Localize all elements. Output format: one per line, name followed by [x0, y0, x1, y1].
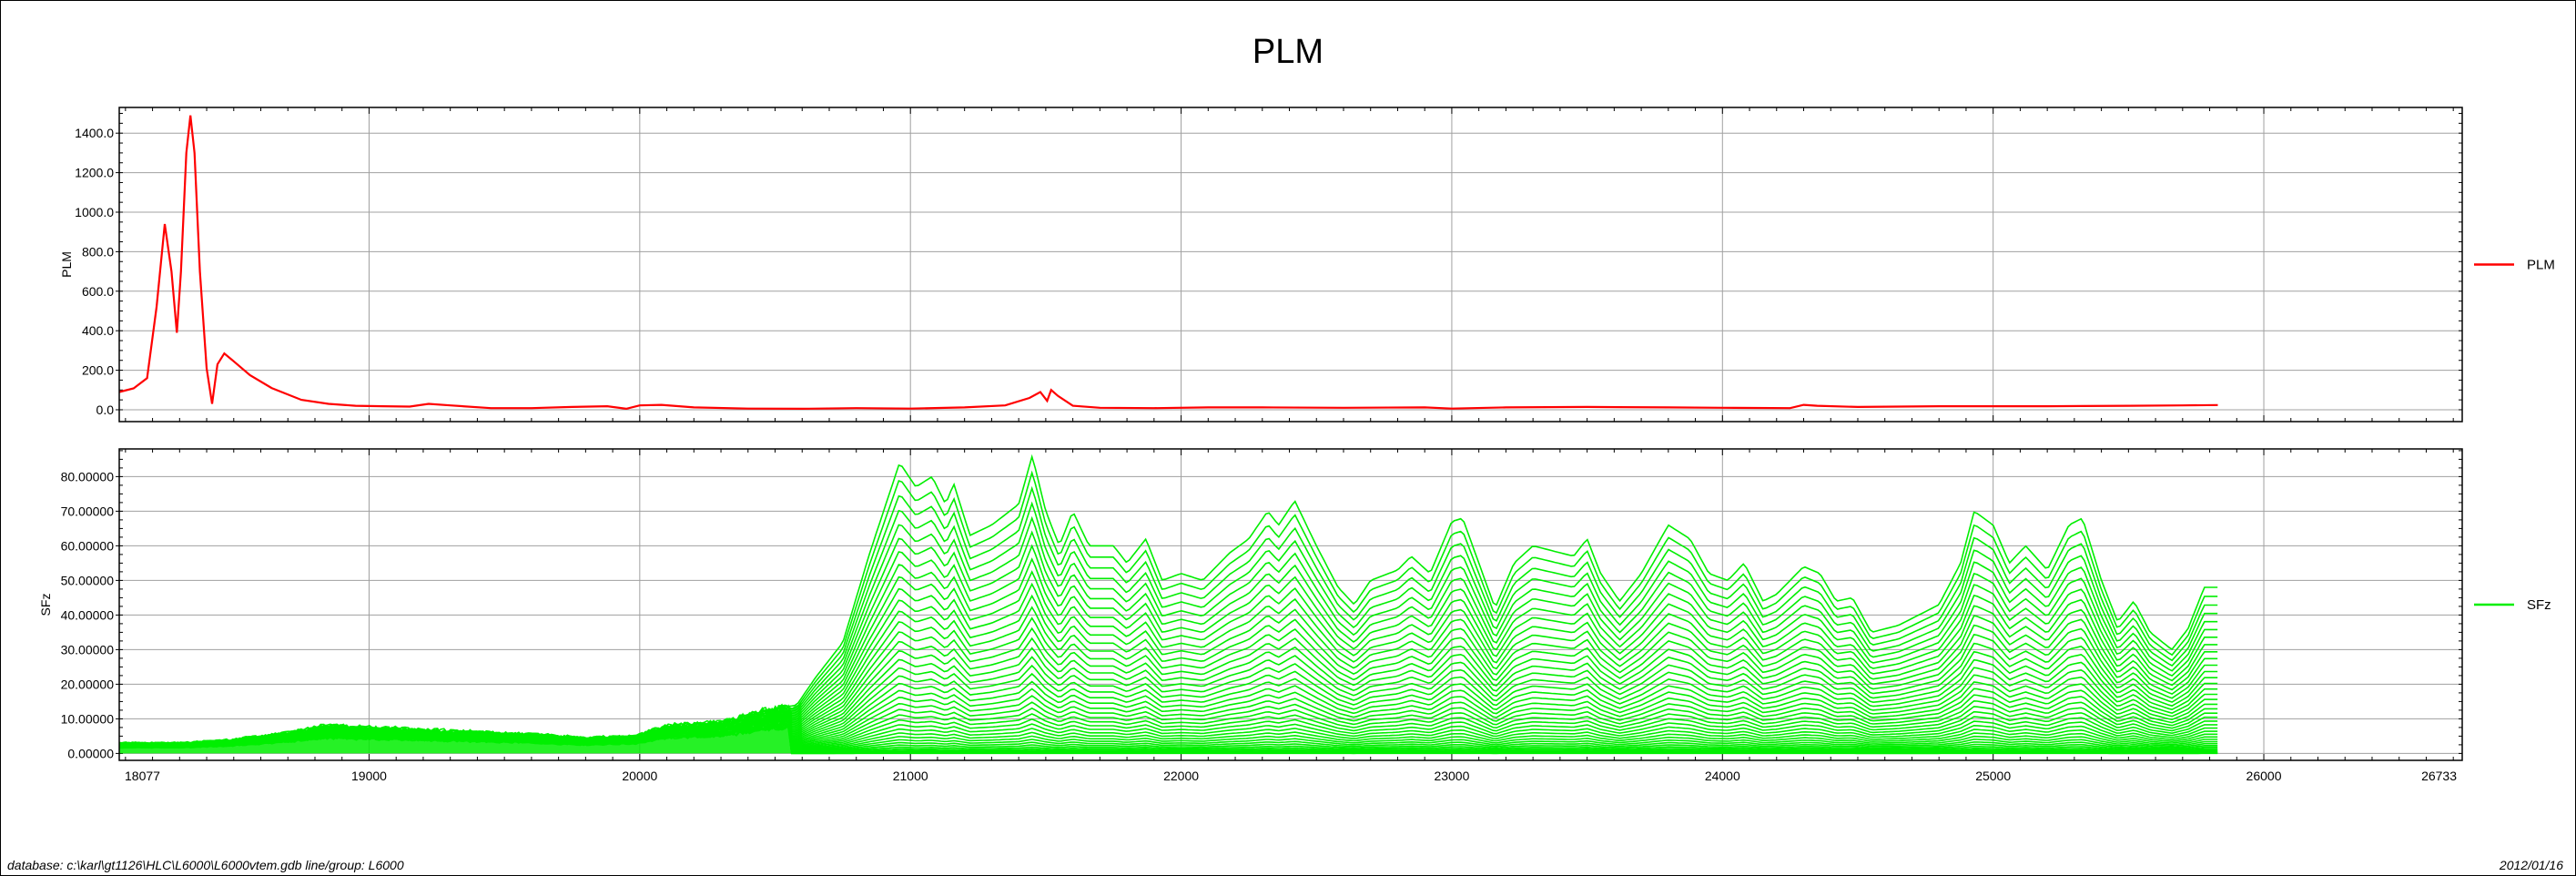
sfz-channel-line [118, 582, 2218, 747]
plot-frame [118, 448, 2463, 761]
y-tick-label: 40.00000 [61, 607, 115, 622]
footer-date: 2012/01/16 [2499, 858, 2563, 872]
y-tick-label: 600.0 [82, 284, 114, 299]
y-tick-label: 1000.0 [75, 205, 114, 219]
y-tick-label: 20.00000 [61, 677, 115, 691]
x-tick-label: 18077 [125, 769, 160, 783]
sfz-low-band [119, 701, 803, 754]
y-tick-label: 70.00000 [61, 504, 115, 518]
x-tick-label: 22000 [1163, 769, 1199, 783]
y-tick-label: 30.00000 [61, 642, 115, 657]
sfz-channel-line [118, 453, 2218, 745]
y-tick-label: 800.0 [82, 244, 114, 259]
y-tick-label: 200.0 [82, 363, 114, 378]
x-tick-label: 26733 [2421, 769, 2457, 783]
y-tick-label: 400.0 [82, 323, 114, 338]
y-tick-label: 0.00000 [67, 746, 114, 760]
x-tick-label: 25000 [1975, 769, 2011, 783]
plm-panel: 0.0 200.0 400.0 600.0 800.0 1000.0 1200.0 1400.… [59, 107, 2555, 423]
y-tick-label: 50.00000 [61, 573, 115, 587]
sfz-channel-line [118, 470, 2218, 745]
y-tick-label: 60.00000 [61, 538, 115, 553]
footer-database-info: database: c:\karl\gt1126\HLC\L6000\L6000… [7, 858, 404, 872]
x-tick-label: 23000 [1434, 769, 1469, 783]
y-tick-label: 0.0 [96, 402, 115, 417]
plot-frame [118, 107, 2463, 423]
y-tick-label: 1200.0 [75, 166, 114, 180]
x-tick-label: 20000 [622, 769, 657, 783]
sfz-panel: 0.00000 10.00000 20.00000 30.00000 40.00000 5… [38, 448, 2551, 783]
x-tick-label: 26000 [2246, 769, 2282, 783]
chart-title: PLM [1252, 33, 1324, 71]
x-tick-label: 19000 [351, 769, 387, 783]
y-axis-label: PLM [59, 251, 74, 278]
y-tick-label: 10.00000 [61, 711, 115, 726]
x-tick-label: 21000 [893, 769, 928, 783]
legend-label: SFz [2527, 597, 2551, 613]
x-tick-label: 24000 [1705, 769, 1740, 783]
y-axis-label: SFz [38, 594, 53, 616]
y-tick-label: 80.00000 [61, 469, 115, 484]
sfz-channel-line [118, 501, 2218, 746]
legend-label: PLM [2527, 258, 2555, 273]
y-tick-label: 1400.0 [75, 126, 114, 140]
plm-series-line [118, 115, 2218, 411]
